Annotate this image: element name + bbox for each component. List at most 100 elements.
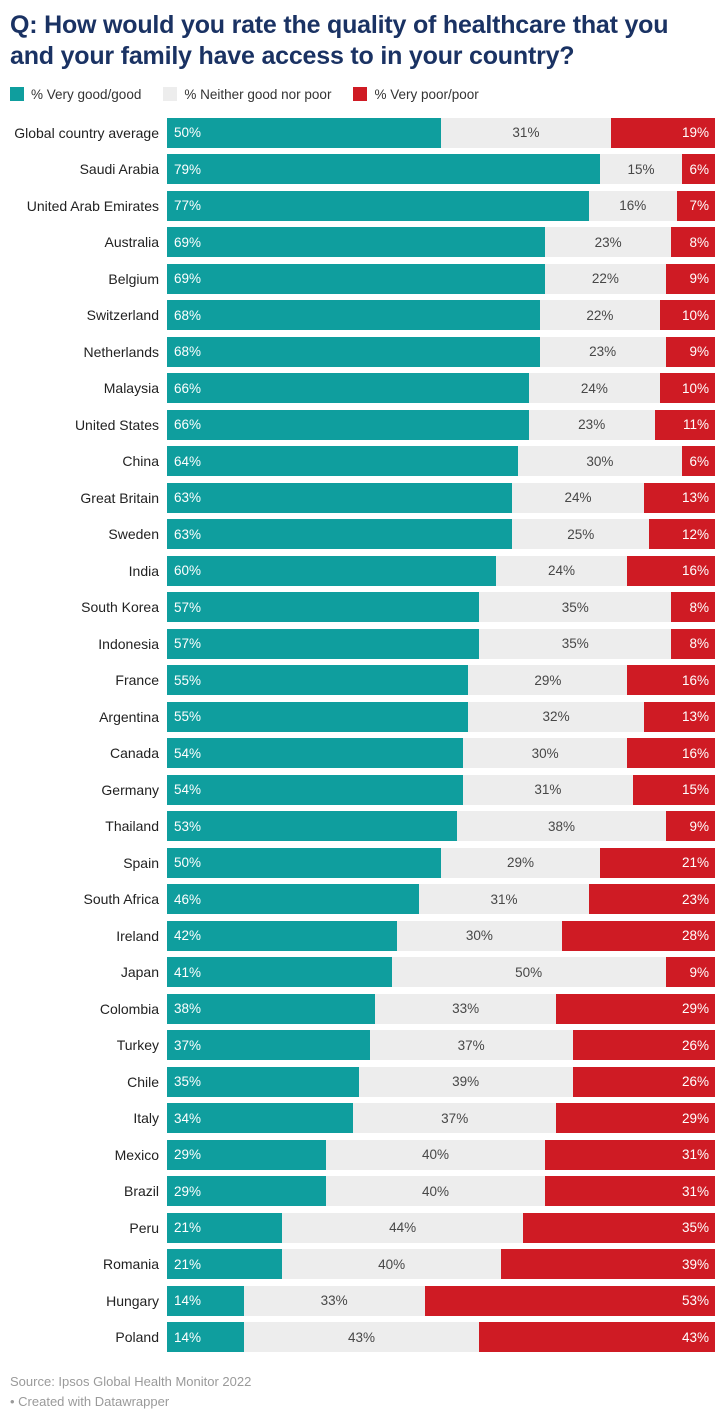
bar-row: Poland 14% 43% 43% — [10, 1322, 715, 1352]
segment-value: 43% — [348, 1329, 376, 1345]
segment-value: 50% — [174, 855, 202, 870]
bar-row: Argentina 55% 32% 13% — [10, 701, 715, 732]
segment-neutral: 35% — [479, 628, 672, 659]
segment-very-good: 21% — [167, 1249, 283, 1279]
segment-very-good: 14% — [167, 1322, 244, 1352]
bar-track: 68% 23% 9% — [167, 336, 715, 367]
segment-value: 8% — [689, 234, 709, 250]
segment-value: 9% — [689, 271, 709, 286]
segment-value: 24% — [580, 380, 608, 396]
country-label: South Korea — [81, 599, 159, 615]
segment-neutral: 30% — [517, 446, 683, 476]
segment-neutral: 29% — [468, 665, 628, 695]
country-label: Great Britain — [80, 489, 159, 506]
country-label: Poland — [115, 1329, 159, 1345]
segment-neutral: 25% — [512, 519, 650, 549]
segment-value: 54% — [174, 745, 202, 761]
bar-track: 55% 32% 13% — [167, 701, 715, 732]
segment-value: 42% — [174, 928, 202, 943]
legend-item-very-good: % Very good/good — [10, 87, 141, 102]
segment-value: 39% — [681, 1256, 709, 1272]
bar-track: 46% 31% 23% — [167, 884, 715, 914]
country-label: Global country average — [14, 124, 159, 141]
segment-value: 23% — [589, 344, 617, 359]
segment-value: 31% — [490, 891, 518, 907]
segment-very-poor: 29% — [556, 993, 715, 1024]
segment-value: 19% — [681, 125, 709, 140]
bar-row: Switzerland 68% 22% 10% — [10, 300, 715, 330]
segment-value: 31% — [681, 1183, 709, 1199]
segment-very-poor: 9% — [665, 336, 715, 367]
segment-value: 14% — [174, 1329, 202, 1345]
segment-very-poor: 9% — [665, 263, 715, 294]
segment-value: 35% — [561, 599, 589, 615]
bar-track: 42% 30% 28% — [167, 920, 715, 951]
segment-value: 13% — [681, 709, 709, 724]
country-label: Japan — [120, 964, 159, 980]
chart-footer: Source: Ipsos Global Health Monitor 2022… — [10, 1372, 715, 1412]
country-label: France — [115, 672, 159, 688]
segment-very-poor: 8% — [671, 592, 715, 622]
segment-value: 24% — [548, 563, 576, 578]
bar-row: France 55% 29% 16% — [10, 665, 715, 695]
segment-value: 26% — [681, 1074, 709, 1089]
segment-value: 55% — [174, 672, 202, 688]
country-label: Spain — [123, 854, 159, 871]
country-label: Hungary — [106, 1292, 159, 1309]
segment-neutral: 38% — [457, 811, 666, 841]
segment-value: 57% — [174, 599, 202, 615]
segment-value: 79% — [174, 161, 202, 177]
bar-row: Chile 35% 39% 26% — [10, 1066, 715, 1097]
bar-track: 41% 50% 9% — [167, 957, 715, 987]
segment-value: 21% — [174, 1256, 202, 1272]
segment-very-poor: 8% — [671, 227, 715, 257]
segment-very-poor: 26% — [572, 1030, 715, 1060]
country-label: Saudi Arabia — [79, 161, 159, 177]
segment-value: 25% — [567, 526, 595, 542]
legend-label-very-poor: % Very poor/poor — [374, 86, 479, 102]
segment-value: 30% — [586, 453, 614, 469]
country-label: Brazil — [123, 1183, 159, 1199]
bar-row: Indonesia 57% 35% 8% — [10, 628, 715, 659]
segment-value: 24% — [564, 490, 592, 505]
bar-row: United States 66% 23% 11% — [10, 409, 715, 440]
country-label: Switzerland — [86, 307, 159, 323]
segment-very-poor: 6% — [682, 446, 715, 476]
segment-value: 50% — [174, 125, 202, 140]
segment-neutral: 24% — [495, 555, 628, 586]
segment-very-poor: 26% — [572, 1066, 715, 1097]
segment-value: 37% — [441, 1110, 469, 1126]
bar-row: Japan 41% 50% 9% — [10, 957, 715, 987]
segment-neutral: 31% — [419, 884, 589, 914]
segment-very-poor: 11% — [654, 409, 715, 440]
segment-neutral: 22% — [545, 263, 666, 294]
segment-value: 30% — [465, 928, 493, 943]
country-label: Canada — [109, 745, 159, 761]
bar-track: 29% 40% 31% — [167, 1139, 715, 1170]
segment-very-poor: 43% — [479, 1322, 715, 1352]
bar-row: Thailand 53% 38% 9% — [10, 811, 715, 841]
segment-very-good: 69% — [167, 263, 546, 294]
country-label: Ireland — [116, 927, 159, 944]
legend-swatch-very-good-icon — [10, 87, 24, 101]
segment-neutral: 32% — [468, 701, 644, 732]
segment-value: 40% — [378, 1256, 406, 1272]
segment-value: 29% — [534, 672, 562, 688]
segment-very-good: 66% — [167, 373, 529, 403]
segment-very-good: 29% — [167, 1139, 326, 1170]
segment-very-good: 21% — [167, 1212, 283, 1243]
segment-value: 16% — [681, 745, 709, 761]
segment-very-good: 77% — [167, 190, 589, 221]
segment-value: 53% — [174, 818, 202, 834]
segment-very-good: 55% — [167, 701, 469, 732]
segment-value: 23% — [594, 234, 622, 250]
country-label: Romania — [102, 1256, 159, 1272]
segment-value: 6% — [689, 453, 709, 469]
segment-neutral: 37% — [369, 1030, 573, 1060]
bar-row: Netherlands 68% 23% 9% — [10, 336, 715, 367]
segment-value: 29% — [174, 1183, 202, 1199]
segment-value: 57% — [174, 636, 202, 651]
segment-value: 8% — [689, 599, 709, 615]
stacked-bar-chart: Global country average 50% 31% 19% Saudi Ara… — [10, 117, 715, 1352]
